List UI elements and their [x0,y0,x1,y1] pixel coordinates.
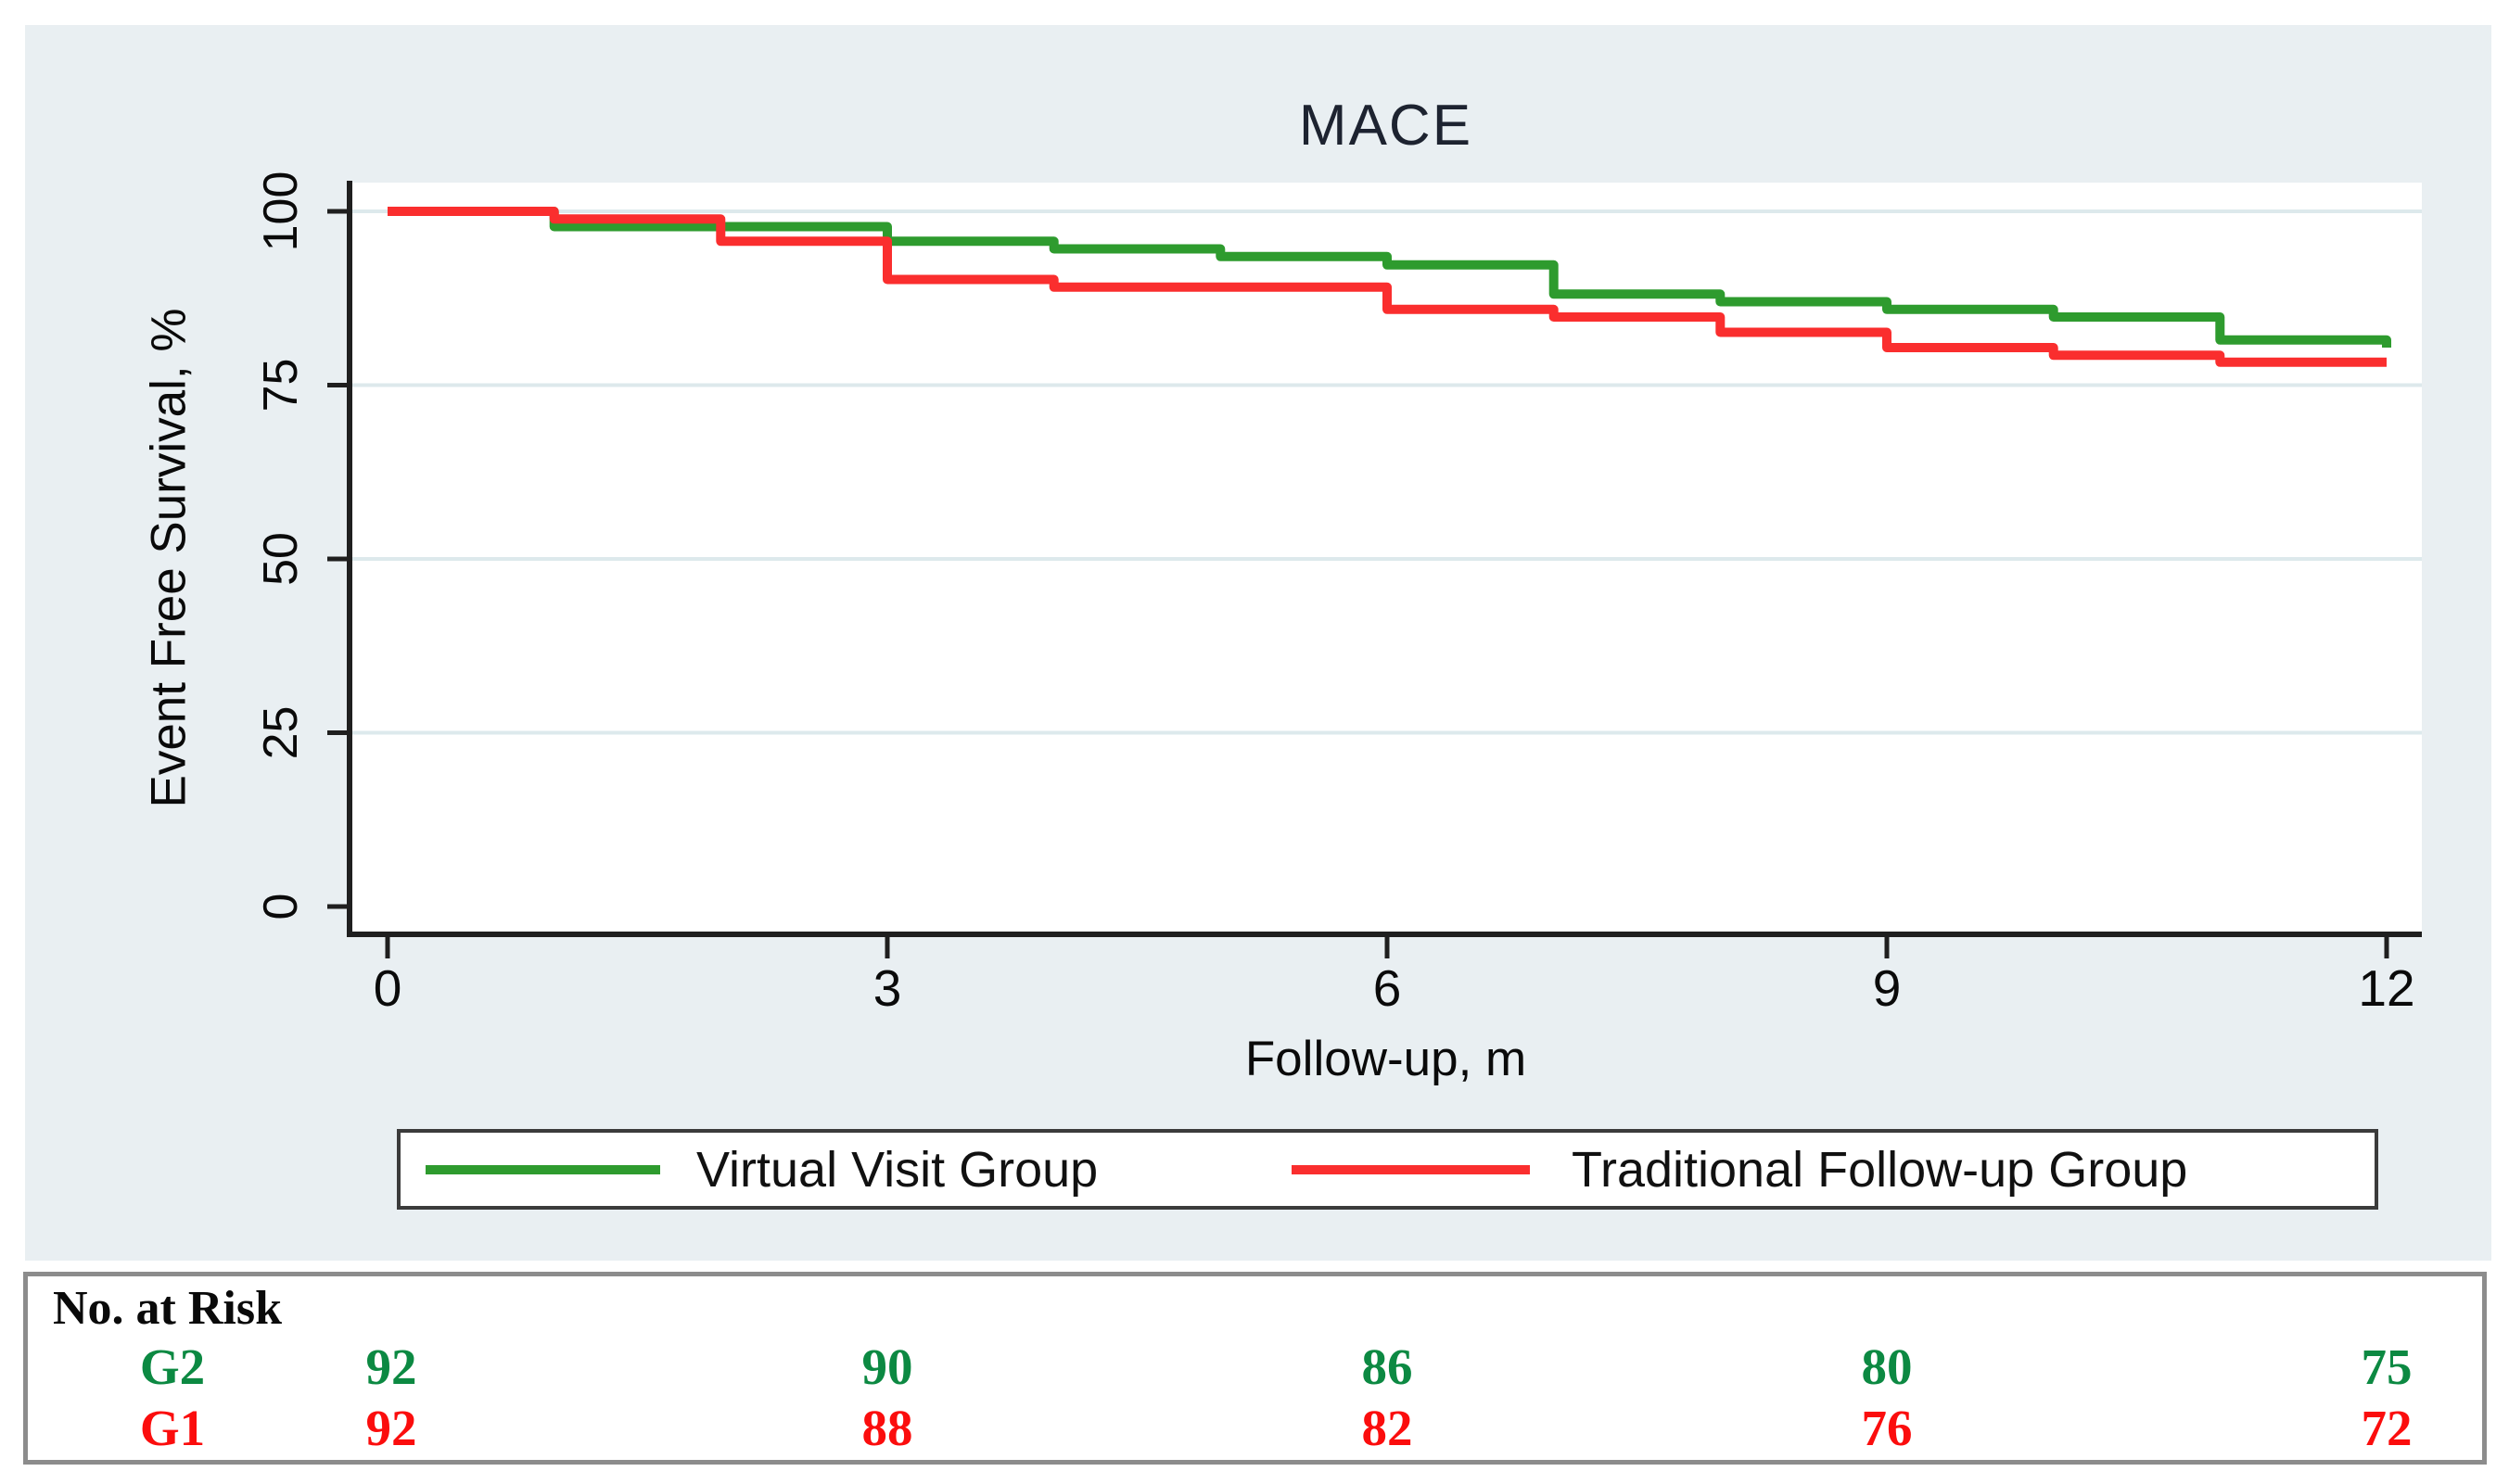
y-axis-title: Event Free Survival, % [141,308,197,808]
risk-count: 92 [365,1338,417,1395]
y-tick-label: 100 [254,171,308,252]
series-traditional-follow-up-group [388,207,2387,367]
x-tick-label: 3 [873,959,902,1017]
legend-label-traditional: Traditional Follow-up Group [1572,1141,2188,1198]
legend-box: Virtual Visit Group Traditional Follow-u… [397,1129,2378,1210]
risk-row-g2: G2 92 90 86 80 75 [0,1340,2509,1394]
legend-line-sample-virtual-visit [426,1164,660,1174]
series-virtual-visit-group [388,207,2391,348]
risk-row-label: G2 [139,1338,206,1395]
x-axis-title: Follow-up, m [1244,1032,1527,1086]
risk-count: 92 [365,1400,417,1456]
y-tick-label: 75 [254,359,308,412]
chart-title: MACE [1298,94,1473,158]
legend-label-virtual-visit: Virtual Visit Group [696,1141,1099,1198]
legend-line-sample-traditional [1292,1164,1530,1174]
x-tick-label: 6 [1373,959,1402,1017]
y-tick-label: 25 [254,706,308,760]
y-tick-label: 50 [254,532,308,586]
y-tick-label: 0 [254,894,308,920]
risk-count: 90 [861,1338,913,1395]
x-tick-label: 0 [374,959,402,1017]
risk-count: 75 [2361,1338,2413,1395]
risk-count: 88 [861,1400,913,1456]
risk-row-label: G1 [139,1400,206,1456]
x-tick-label: 9 [1873,959,1902,1017]
x-tick-label: 12 [2358,959,2414,1017]
risk-table-header: No. at Risk [53,1282,283,1335]
risk-count: 82 [1361,1400,1413,1456]
number-at-risk-table [23,1272,2487,1465]
risk-count: 72 [2361,1400,2413,1456]
risk-count: 80 [1861,1338,1913,1395]
risk-count: 86 [1361,1338,1413,1395]
risk-count: 76 [1861,1400,1913,1456]
risk-row-g1: G1 92 88 82 76 72 [0,1402,2509,1455]
